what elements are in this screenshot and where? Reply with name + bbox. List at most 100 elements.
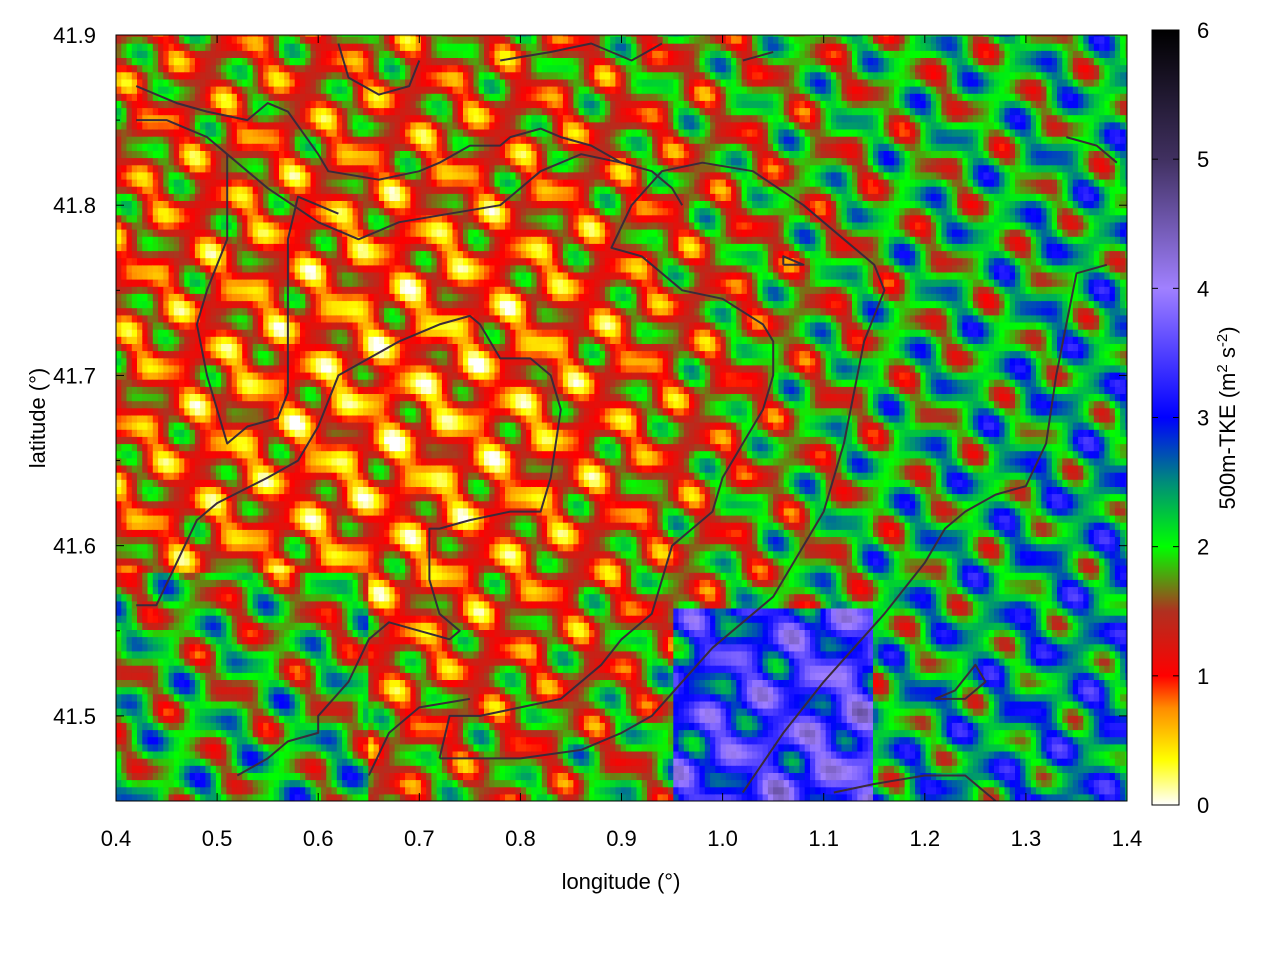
heatmap-cell — [147, 407, 154, 416]
heatmap-cell — [221, 329, 227, 337]
heatmap-cell — [184, 307, 191, 316]
heatmap-cell — [268, 300, 275, 309]
heatmap-cell — [300, 250, 306, 259]
heatmap-cell — [289, 100, 296, 109]
heatmap-cell — [137, 71, 143, 80]
heatmap-cell — [242, 221, 249, 230]
heatmap-cell — [273, 314, 280, 323]
heatmap-cell — [168, 650, 175, 659]
heatmap-cell — [121, 779, 128, 788]
heatmap-cell — [294, 114, 301, 123]
heatmap-cell — [158, 57, 164, 66]
heatmap-cell — [126, 164, 133, 173]
heatmap-cell — [242, 193, 249, 201]
heatmap-cell — [179, 300, 185, 309]
heatmap-cell — [137, 629, 143, 638]
heatmap-cell — [336, 758, 343, 766]
heatmap-cell — [116, 86, 122, 94]
heatmap-cell — [263, 207, 270, 216]
heatmap-cell — [247, 550, 254, 559]
heatmap-cell — [242, 379, 249, 387]
heatmap-cell — [263, 622, 270, 630]
heatmap-cell — [279, 414, 285, 423]
heatmap-cell — [236, 386, 243, 394]
heatmap-cell — [326, 693, 333, 702]
heatmap-cell — [352, 743, 359, 752]
heatmap-cell — [252, 658, 259, 666]
heatmap-cell — [342, 264, 348, 273]
heatmap-cell — [121, 250, 128, 259]
heatmap-cell — [121, 207, 128, 216]
heatmap-cell — [252, 35, 259, 37]
heatmap-cell — [321, 686, 327, 695]
heatmap-cell — [147, 236, 154, 244]
heatmap-cell — [273, 71, 280, 80]
heatmap-cell — [231, 136, 238, 144]
heatmap-cell — [315, 143, 322, 151]
heatmap-cell — [342, 779, 348, 788]
heatmap-cell — [152, 586, 159, 595]
heatmap-cell — [205, 186, 212, 194]
heatmap-cell — [131, 443, 138, 452]
heatmap-cell — [231, 772, 238, 781]
heatmap-cell — [321, 250, 327, 259]
heatmap-cell — [116, 200, 122, 209]
heatmap-cell — [152, 565, 159, 573]
heatmap-cell — [236, 393, 243, 402]
heatmap-cell — [268, 743, 275, 752]
heatmap-cell — [231, 293, 238, 302]
heatmap-cell — [342, 593, 348, 602]
heatmap-cell — [321, 57, 327, 66]
heatmap-cell — [268, 579, 275, 588]
heatmap-cell — [300, 78, 306, 87]
heatmap-cell — [121, 572, 128, 580]
heatmap-cell — [158, 179, 164, 187]
heatmap-cell — [263, 400, 270, 409]
heatmap-cell — [310, 372, 317, 380]
heatmap-cell — [121, 286, 128, 294]
heatmap-cell — [189, 722, 196, 731]
heatmap-cell — [142, 343, 149, 352]
heatmap-cell — [294, 50, 301, 58]
heatmap-cell — [184, 522, 191, 530]
heatmap-cell — [252, 229, 259, 237]
heatmap-cell — [210, 236, 217, 244]
heatmap-cell — [300, 329, 306, 337]
heatmap-cell — [194, 479, 201, 487]
heatmap-cell — [126, 50, 133, 58]
heatmap-cell — [321, 286, 327, 294]
heatmap-cell — [179, 250, 185, 259]
heatmap-cell — [147, 193, 154, 201]
heatmap-cell — [194, 708, 201, 716]
heatmap-cell — [163, 779, 170, 788]
heatmap-cell — [142, 171, 149, 180]
heatmap-cell — [126, 214, 133, 223]
heatmap-cell — [131, 565, 138, 573]
heatmap-cell — [289, 557, 296, 566]
heatmap-cell — [279, 600, 285, 609]
heatmap-cell — [352, 300, 359, 309]
heatmap-cell — [321, 522, 327, 530]
heatmap-cell — [163, 450, 170, 459]
heatmap-cell — [252, 586, 259, 595]
heatmap-cell — [179, 622, 185, 630]
heatmap-cell — [221, 443, 227, 452]
heatmap-cell — [336, 193, 343, 201]
heatmap-cell — [279, 279, 285, 287]
heatmap-cell — [326, 179, 333, 187]
heatmap-cell — [200, 286, 206, 294]
heatmap-cell — [173, 43, 180, 51]
heatmap-cell — [289, 221, 296, 230]
heatmap-cell — [131, 515, 138, 523]
heatmap-cell — [152, 50, 159, 58]
heatmap-cell — [142, 565, 149, 573]
heatmap-cell — [336, 57, 343, 66]
heatmap-cell — [315, 372, 322, 380]
heatmap-cell — [137, 658, 143, 666]
heatmap-cell — [352, 250, 359, 259]
heatmap-cell — [152, 136, 159, 144]
heatmap-cell — [300, 550, 306, 559]
heatmap-cell — [173, 64, 180, 73]
heatmap-cell — [226, 343, 233, 352]
heatmap-cell — [210, 400, 217, 409]
